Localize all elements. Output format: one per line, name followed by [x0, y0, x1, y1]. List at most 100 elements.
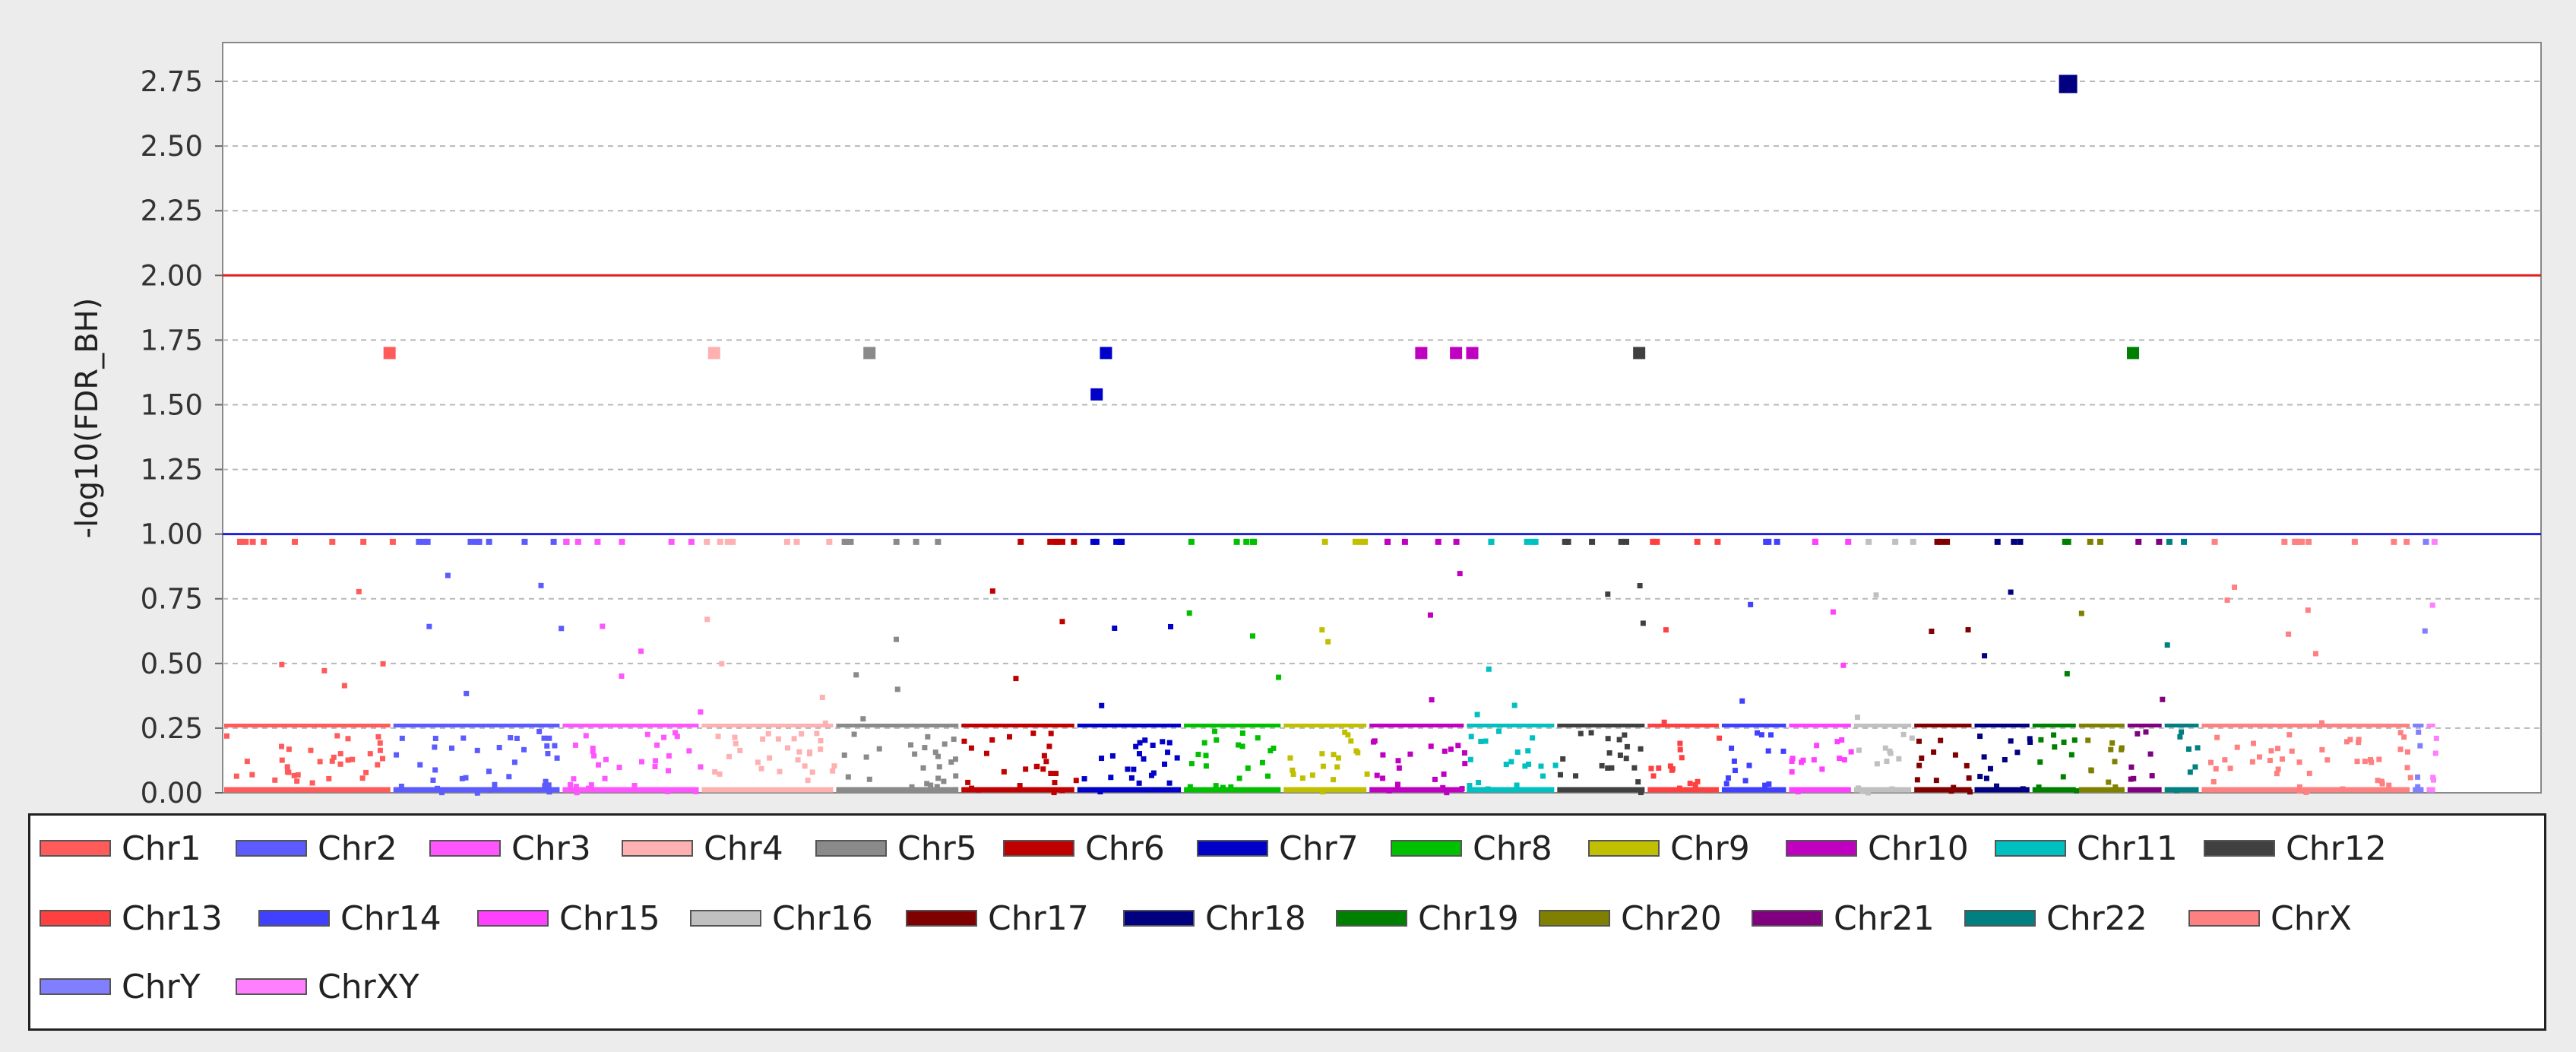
background-point — [1977, 734, 1983, 740]
legend-label: Chr12 — [2286, 829, 2387, 868]
background-point — [463, 775, 469, 781]
legend-item: ChrY — [40, 968, 201, 1006]
background-point — [284, 764, 290, 770]
background-point — [377, 747, 383, 753]
background-point — [2279, 756, 2285, 762]
background-point — [947, 787, 953, 793]
legend-swatch — [1336, 910, 1407, 927]
near-threshold-point — [841, 538, 848, 545]
near-threshold-point — [1053, 538, 1060, 545]
background-point — [1977, 774, 1983, 780]
legend-item: Chr11 — [1995, 829, 2178, 868]
background-point — [511, 759, 517, 765]
legend-item: Chr9 — [1588, 829, 1750, 868]
background-point — [432, 744, 438, 750]
background-point — [2267, 757, 2273, 763]
background-point — [1150, 770, 1157, 776]
background-point — [1334, 764, 1340, 770]
background-point — [1287, 755, 1293, 761]
background-point — [2008, 738, 2014, 744]
background-point — [948, 759, 954, 765]
background-point — [1335, 755, 1341, 761]
background-point — [909, 784, 915, 790]
background-point — [2401, 734, 2407, 740]
background-point — [449, 745, 455, 751]
background-point — [1856, 785, 1862, 791]
legend-item: Chr18 — [1123, 898, 1306, 938]
background-point — [1128, 775, 1135, 781]
background-point — [652, 763, 658, 769]
background-point — [2407, 775, 2413, 781]
background-point — [1048, 771, 1054, 777]
background-point — [1320, 789, 1326, 795]
background-point — [583, 733, 589, 739]
background-point — [1073, 778, 1079, 784]
background-point — [474, 747, 480, 753]
plot-frame — [222, 42, 2542, 794]
legend-label: Chr17 — [988, 898, 1089, 938]
background-point — [814, 730, 820, 737]
background-point — [1137, 740, 1143, 746]
background-point — [1059, 619, 1065, 625]
background-point — [1964, 762, 1970, 768]
legend-label: Chr20 — [1621, 898, 1722, 938]
background-point — [1374, 772, 1380, 778]
background-point — [1001, 768, 1007, 775]
background-point — [363, 769, 369, 775]
background-point — [554, 755, 560, 761]
background-point — [1395, 758, 1401, 764]
background-point — [1578, 730, 1584, 737]
background-point — [1640, 620, 1646, 626]
background-point — [233, 773, 239, 779]
legend-swatch — [906, 910, 977, 927]
significant-point — [1090, 388, 1103, 401]
background-point — [1407, 751, 1413, 757]
legend-item: Chr10 — [1786, 829, 1969, 868]
background-point — [732, 734, 738, 740]
background-point — [1931, 749, 1937, 755]
background-point — [1731, 758, 1737, 764]
legend-item: Chr12 — [2204, 829, 2387, 868]
background-point — [600, 623, 606, 629]
background-point — [1790, 756, 1796, 762]
background-point — [1623, 756, 1629, 762]
background-point — [2131, 775, 2137, 781]
significant-point — [1450, 347, 1463, 360]
background-point — [860, 716, 866, 722]
near-threshold-point — [826, 538, 833, 545]
background-point — [536, 728, 543, 734]
near-threshold-point — [594, 538, 601, 545]
background-point — [2064, 670, 2070, 677]
background-point — [2304, 787, 2310, 794]
background-point — [1444, 790, 1450, 796]
near-threshold-point — [1113, 538, 1120, 545]
near-threshold-point — [1812, 538, 1818, 545]
background-point — [1125, 766, 1131, 772]
background-point — [2422, 628, 2428, 634]
background-point — [1476, 780, 1482, 786]
near-threshold-point — [1119, 538, 1125, 545]
legend-swatch — [1003, 840, 1074, 857]
background-point — [674, 734, 680, 740]
background-point — [1162, 761, 1168, 767]
background-point — [806, 751, 812, 757]
background-point — [2085, 737, 2091, 743]
background-point — [777, 768, 783, 775]
background-point — [1706, 787, 1712, 793]
legend-label: Chr6 — [1085, 829, 1165, 868]
background-point — [1987, 765, 1993, 772]
near-threshold-point — [486, 538, 492, 545]
background-point — [317, 759, 323, 765]
background-point — [765, 730, 771, 737]
background-point — [435, 785, 441, 791]
background-point — [1448, 746, 1454, 753]
background-point — [603, 756, 609, 762]
legend-label: Chr18 — [1205, 898, 1306, 938]
background-point — [2052, 744, 2058, 750]
near-threshold-point — [893, 538, 900, 545]
background-point — [1276, 674, 1282, 680]
background-point — [2433, 735, 2439, 741]
background-point — [590, 748, 596, 754]
near-threshold-point — [1017, 538, 1024, 545]
background-point — [698, 764, 704, 770]
